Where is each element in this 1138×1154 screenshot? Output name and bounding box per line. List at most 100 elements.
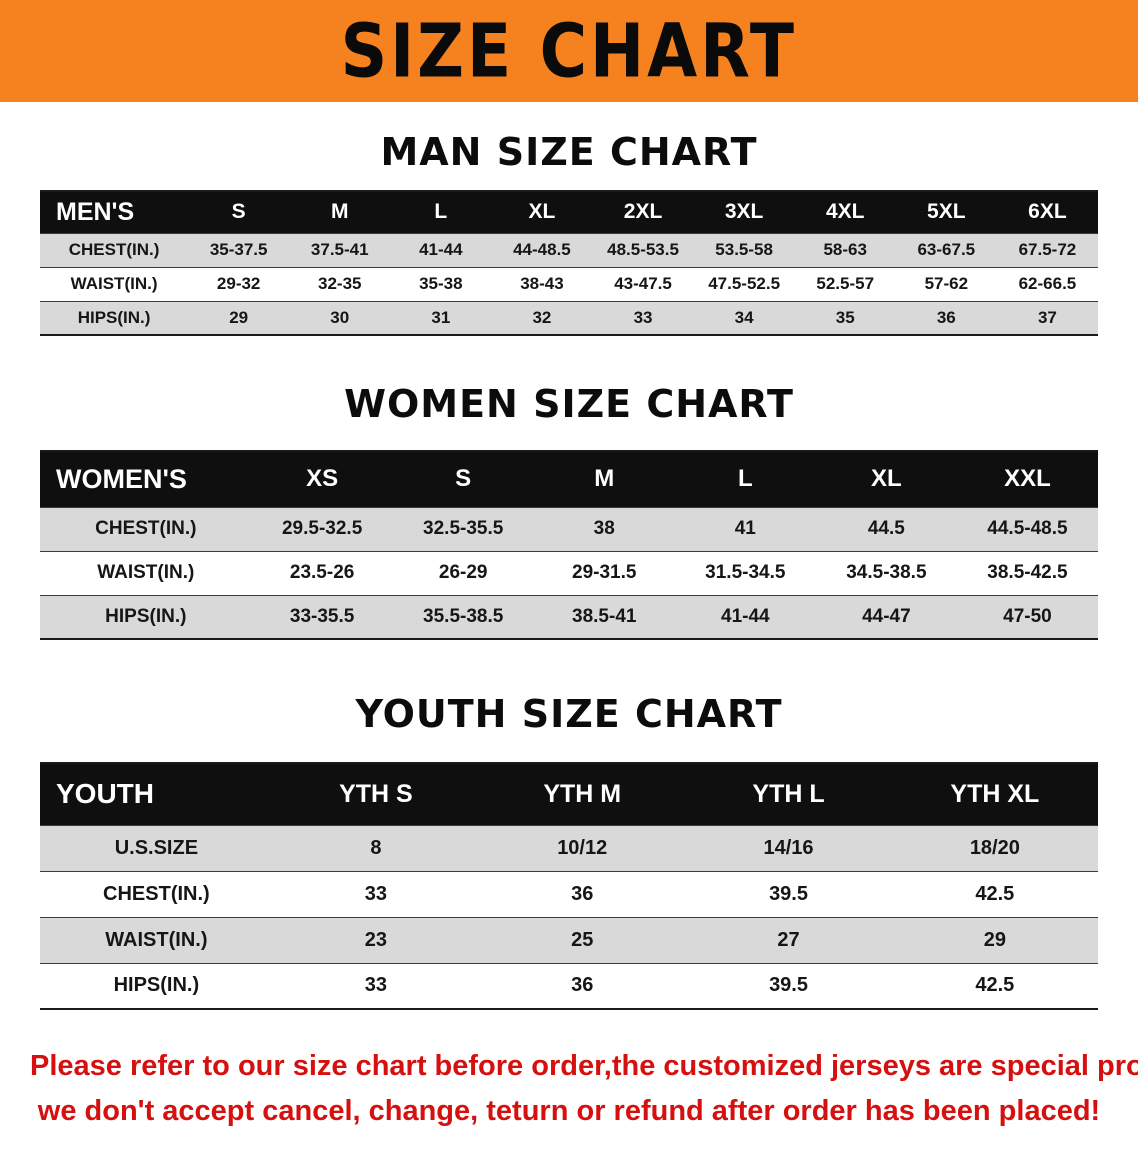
cell-value: 14/16	[763, 836, 814, 859]
row-label: HIPS(IN.)	[105, 605, 187, 627]
cell-value: 41-44	[419, 240, 463, 259]
cell-value: 23	[364, 928, 388, 951]
size-column-header: L	[674, 451, 816, 507]
cell-value: 34.5-38.5	[846, 562, 927, 583]
size-column-header: XS	[251, 451, 393, 507]
disclaimer: Please refer to our size chart before or…	[0, 1044, 1138, 1154]
size-column-header: M	[533, 451, 675, 507]
cell-value: 63-67.5	[917, 240, 976, 259]
table-row: HIPS(IN.) 29 30 31 32 33 34 35 36 37	[40, 301, 1098, 335]
table-row: WAIST(IN.) 23 25 27 29	[40, 917, 1098, 963]
table-row: CHEST(IN.) 33 36 39.5 42.5	[40, 871, 1098, 917]
row-label: CHEST(IN.)	[95, 518, 197, 539]
size-column-header: XXL	[956, 451, 1098, 507]
cell-value: 58-63	[823, 240, 867, 259]
size-column-header: XL	[815, 451, 957, 507]
row-label: WAIST(IN.)	[70, 274, 158, 293]
size-column-header: XL	[491, 191, 593, 233]
size-column-header: YTH M	[479, 763, 686, 825]
table-title-cell: WOMEN'S	[40, 451, 252, 507]
cell-value: 38	[593, 518, 615, 539]
size-column-header: M	[289, 191, 391, 233]
cell-value: 42.5	[975, 974, 1015, 997]
cell-value: 39.5	[769, 974, 808, 997]
cell-value: 48.5-53.5	[607, 240, 679, 259]
row-label: HIPS(IN.)	[113, 974, 200, 997]
cell-value: 35	[835, 307, 855, 327]
cell-value: 33-35.5	[289, 605, 355, 627]
cell-value: 44.5	[867, 518, 905, 539]
cell-value: 25	[571, 928, 594, 951]
cell-value: 36	[936, 307, 956, 327]
size-column-header: 5XL	[895, 191, 997, 233]
cell-value: 37	[1037, 307, 1057, 327]
cell-value: 35-38	[419, 274, 463, 293]
cell-value: 37.5-41	[310, 240, 369, 259]
table-title-cell: MEN'S	[40, 191, 189, 233]
cell-value: 29-31.5	[572, 562, 637, 583]
table-header-row: YOUTH YTH S YTH M YTH L YTH XL	[40, 763, 1098, 825]
cell-value: 42.5	[975, 882, 1015, 905]
table-row: WAIST(IN.) 29-32 32-35 35-38 38-43 43-47.5 47.…	[40, 267, 1098, 301]
cell-value: 39.5	[769, 882, 808, 905]
men-section: MAN SIZE CHART MEN'S S M L XL 2XL 3XL 4XL 5XL 6XL…	[0, 130, 1138, 336]
cell-value: 33	[364, 974, 388, 997]
table-row: CHEST(IN.) 29.5-32.5 32.5-35.5 38 41 44.5 44.5…	[40, 507, 1098, 551]
cell-value: 34	[734, 307, 754, 327]
cell-value: 29.5-32.5	[281, 518, 363, 539]
cell-value: 41	[734, 518, 756, 539]
table-row: HIPS(IN.) 33 36 39.5 42.5	[40, 963, 1098, 1009]
cell-value: 27	[777, 928, 800, 951]
cell-value: 47.5-52.5	[708, 274, 781, 293]
cell-value: 44.5-48.5	[987, 518, 1068, 539]
cell-value: 52.5-57	[816, 274, 875, 293]
size-column-header: S	[188, 191, 290, 233]
row-label: U.S.SIZE	[114, 836, 199, 859]
cell-value: 32.5-35.5	[423, 518, 504, 539]
table-row: WAIST(IN.) 23.5-26 26-29 29-31.5 31.5-34.5 34…	[40, 551, 1098, 595]
row-label: HIPS(IN.)	[77, 307, 151, 327]
size-column-header: 6XL	[996, 191, 1098, 233]
cell-value: 38.5-42.5	[987, 562, 1068, 583]
disclaimer-line-1: Please refer to our size chart before or…	[30, 1050, 1138, 1082]
cell-value: 62-66.5	[1018, 274, 1077, 293]
table-header-row: MEN'S S M L XL 2XL 3XL 4XL 5XL 6XL	[40, 191, 1098, 233]
cell-value: 41-44	[721, 605, 770, 627]
cell-value: 38-43	[520, 274, 564, 293]
row-label: WAIST(IN.)	[105, 928, 208, 951]
cell-value: 23.5-26	[289, 562, 355, 583]
size-column-header: YTH L	[685, 763, 892, 825]
table-title-cell: YOUTH	[40, 763, 273, 825]
cell-value: 35-37.5	[209, 240, 268, 259]
cell-value: 36	[571, 974, 594, 997]
row-label: WAIST(IN.)	[97, 562, 195, 583]
cell-value: 67.5-72	[1018, 240, 1077, 259]
youth-section: YOUTH SIZE CHART YOUTH YTH S YTH M YTH L YTH…	[0, 692, 1138, 1010]
cell-value: 29	[229, 307, 249, 327]
cell-value: 44-47	[862, 605, 911, 627]
cell-value: 57-62	[924, 274, 969, 293]
cell-value: 38.5-41	[572, 605, 637, 627]
table-row: HIPS(IN.) 33-35.5 35.5-38.5 38.5-41 41-44 44-…	[40, 595, 1098, 639]
cell-value: 30	[330, 307, 350, 327]
men-section-heading: MAN SIZE CHART	[380, 130, 758, 174]
size-column-header: 2XL	[592, 191, 694, 233]
cell-value: 43-47.5	[614, 274, 672, 293]
cell-value: 29	[983, 928, 1006, 951]
cell-value: 31.5-34.5	[705, 562, 786, 583]
cell-value: 33	[364, 882, 388, 905]
cell-value: 18/20	[969, 836, 1020, 859]
cell-value: 31	[431, 307, 451, 327]
size-column-header: YTH XL	[891, 763, 1098, 825]
size-column-header: YTH S	[272, 763, 480, 825]
women-section-heading: WOMEN SIZE CHART	[344, 382, 794, 426]
youth-section-heading: YOUTH SIZE CHART	[355, 692, 783, 736]
row-label: CHEST(IN.)	[103, 882, 210, 905]
size-column-header: 3XL	[693, 191, 795, 233]
men-size-table: MEN'S S M L XL 2XL 3XL 4XL 5XL 6XL CHEST(IN.) 35-37…	[40, 190, 1098, 336]
women-section: WOMEN SIZE CHART WOMEN'S XS S M L XL XXL CHEST(…	[0, 382, 1138, 640]
table-row: CHEST(IN.) 35-37.5 37.5-41 41-44 44-48.5 48.5…	[40, 233, 1098, 267]
cell-value: 44-48.5	[513, 240, 571, 259]
cell-value: 32-35	[318, 274, 362, 293]
